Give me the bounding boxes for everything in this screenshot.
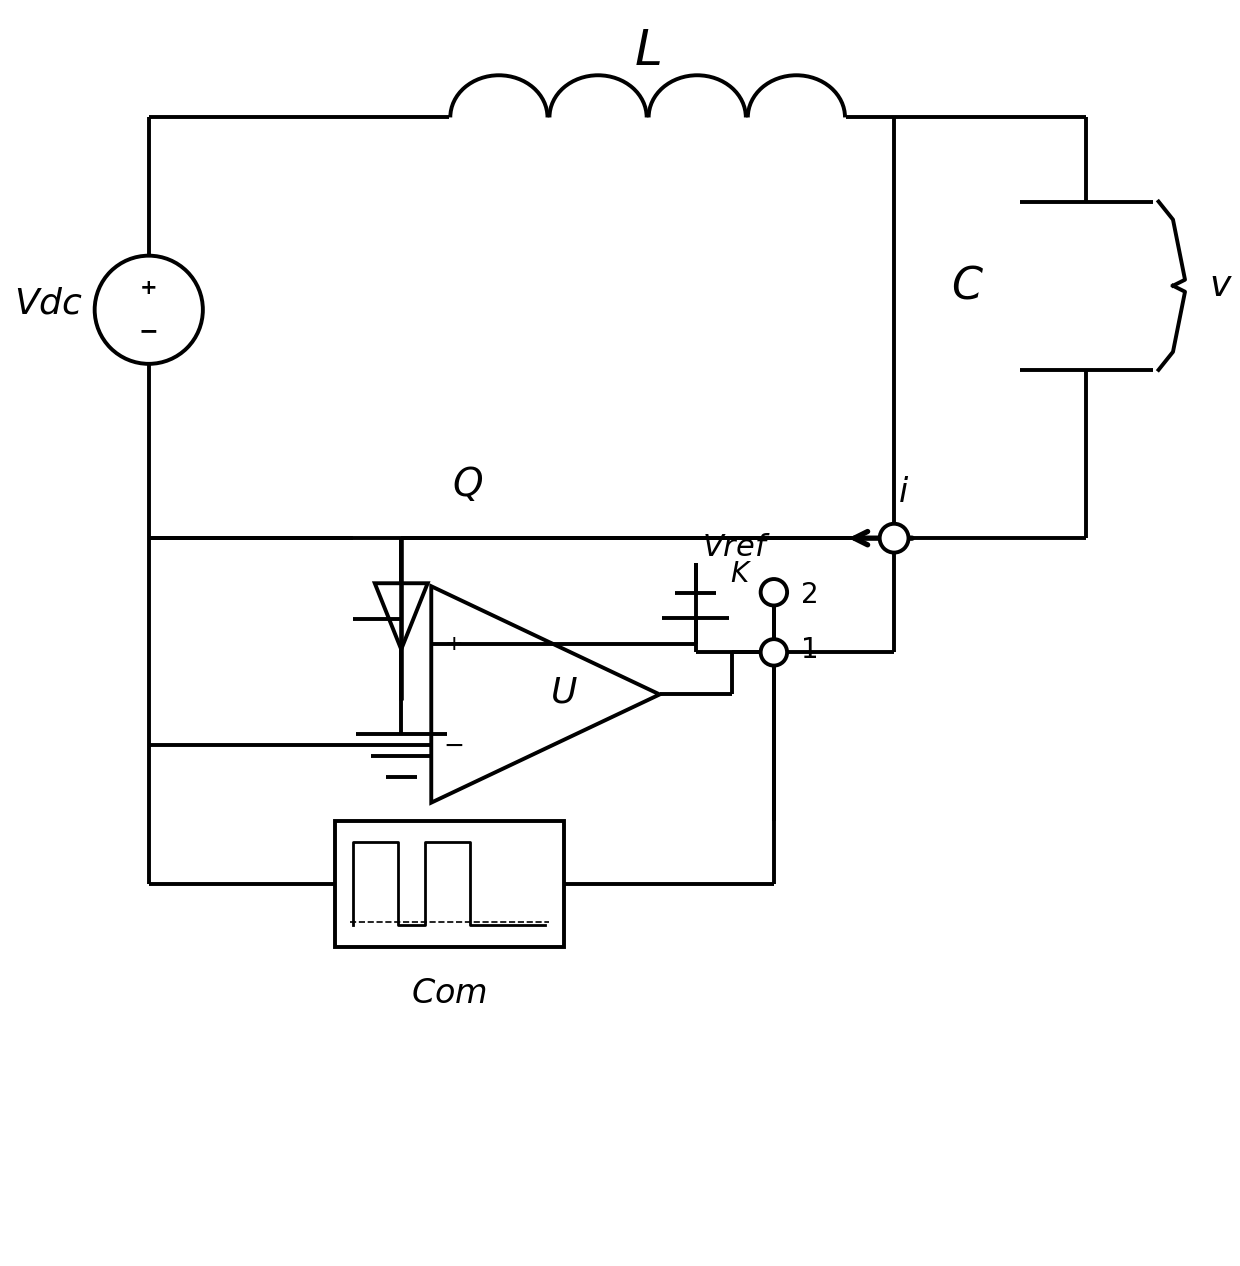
Text: $v$: $v$ xyxy=(1209,268,1233,303)
Text: +: + xyxy=(140,279,157,298)
Text: $Vdc$: $Vdc$ xyxy=(14,286,83,320)
Text: $1$: $1$ xyxy=(800,636,817,663)
Text: −: − xyxy=(139,319,159,343)
Text: $+$: $+$ xyxy=(444,634,463,655)
Circle shape xyxy=(879,524,909,552)
Text: $-$: $-$ xyxy=(443,733,463,757)
Text: $C$: $C$ xyxy=(951,265,985,308)
Circle shape xyxy=(760,579,787,605)
Text: $Q$: $Q$ xyxy=(451,465,482,504)
Bar xyxy=(335,820,563,947)
Text: $Com$: $Com$ xyxy=(412,977,487,1010)
Text: $Vref$: $Vref$ xyxy=(702,533,770,562)
Text: $L$: $L$ xyxy=(634,28,661,75)
Text: $i$: $i$ xyxy=(898,476,909,509)
Circle shape xyxy=(760,639,787,666)
Text: $2$: $2$ xyxy=(800,581,817,609)
Text: $U$: $U$ xyxy=(549,675,578,709)
Text: $K$: $K$ xyxy=(730,561,753,589)
